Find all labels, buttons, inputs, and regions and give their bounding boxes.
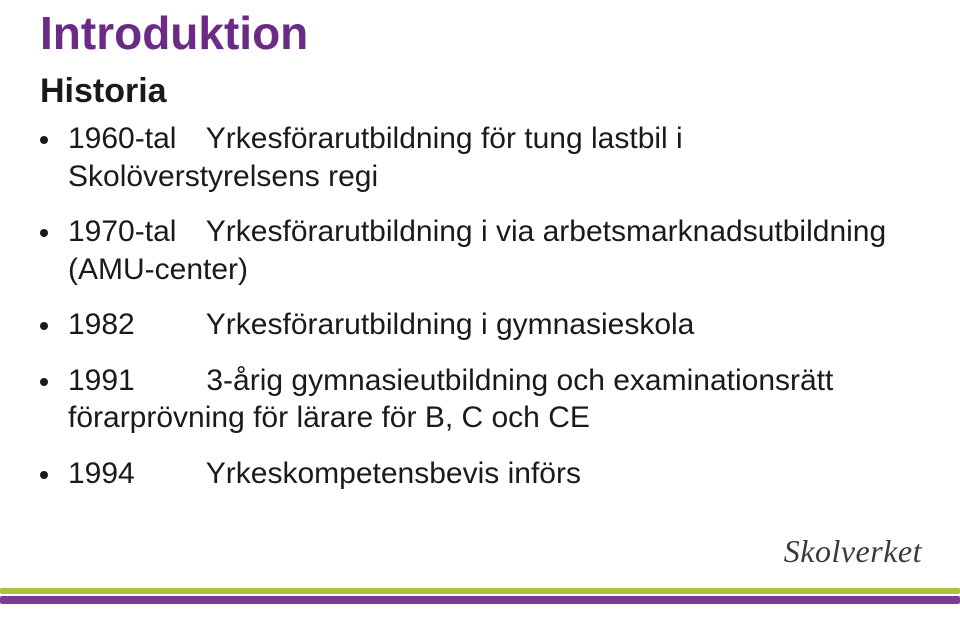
slide-title: Introduktion bbox=[40, 6, 308, 60]
bullet-text: 1960-tal Yrkesförarutbildning för tung l… bbox=[68, 120, 910, 195]
bullet-body: Yrkeskompetensbevis införs bbox=[206, 457, 581, 490]
bullet-year: 1991 bbox=[68, 362, 198, 400]
bullet-dot-icon bbox=[40, 471, 48, 479]
bullet-year: 1982 bbox=[68, 306, 198, 344]
footer-accent bbox=[0, 588, 960, 606]
bullet-dot-icon bbox=[40, 378, 48, 386]
bullet-dot-icon bbox=[40, 229, 48, 237]
list-item: 1982 Yrkesförarutbildning i gymnasieskol… bbox=[40, 306, 910, 344]
list-item: 1970-tal Yrkesförarutbildning i via arbe… bbox=[40, 213, 910, 288]
footer-bar-bottom bbox=[0, 596, 960, 604]
bullet-text: 1970-tal Yrkesförarutbildning i via arbe… bbox=[68, 213, 910, 288]
list-item: 1994 Yrkeskompetensbevis införs bbox=[40, 455, 910, 493]
bullet-year: 1970-tal bbox=[68, 213, 198, 251]
bullet-list: 1960-tal Yrkesförarutbildning för tung l… bbox=[40, 120, 910, 510]
slide: Introduktion Historia 1960-tal Yrkesföra… bbox=[0, 0, 960, 636]
bullet-year: 1960-tal bbox=[68, 120, 198, 158]
bullet-text: 1994 Yrkeskompetensbevis införs bbox=[68, 455, 910, 493]
slide-subtitle: Historia bbox=[40, 72, 167, 111]
list-item: 1960-tal Yrkesförarutbildning för tung l… bbox=[40, 120, 910, 195]
list-item: 1991 3-årig gymnasieutbildning och exami… bbox=[40, 362, 910, 437]
bullet-text: 1991 3-årig gymnasieutbildning och exami… bbox=[68, 362, 910, 437]
skolverket-logo: Skolverket bbox=[784, 533, 922, 570]
bullet-dot-icon bbox=[40, 322, 48, 330]
bullet-body: Yrkesförarutbildning i gymnasieskola bbox=[206, 308, 695, 341]
bullet-text: 1982 Yrkesförarutbildning i gymnasieskol… bbox=[68, 306, 910, 344]
footer-bar-top bbox=[0, 588, 960, 594]
bullet-dot-icon bbox=[40, 136, 48, 144]
bullet-year: 1994 bbox=[68, 455, 198, 493]
